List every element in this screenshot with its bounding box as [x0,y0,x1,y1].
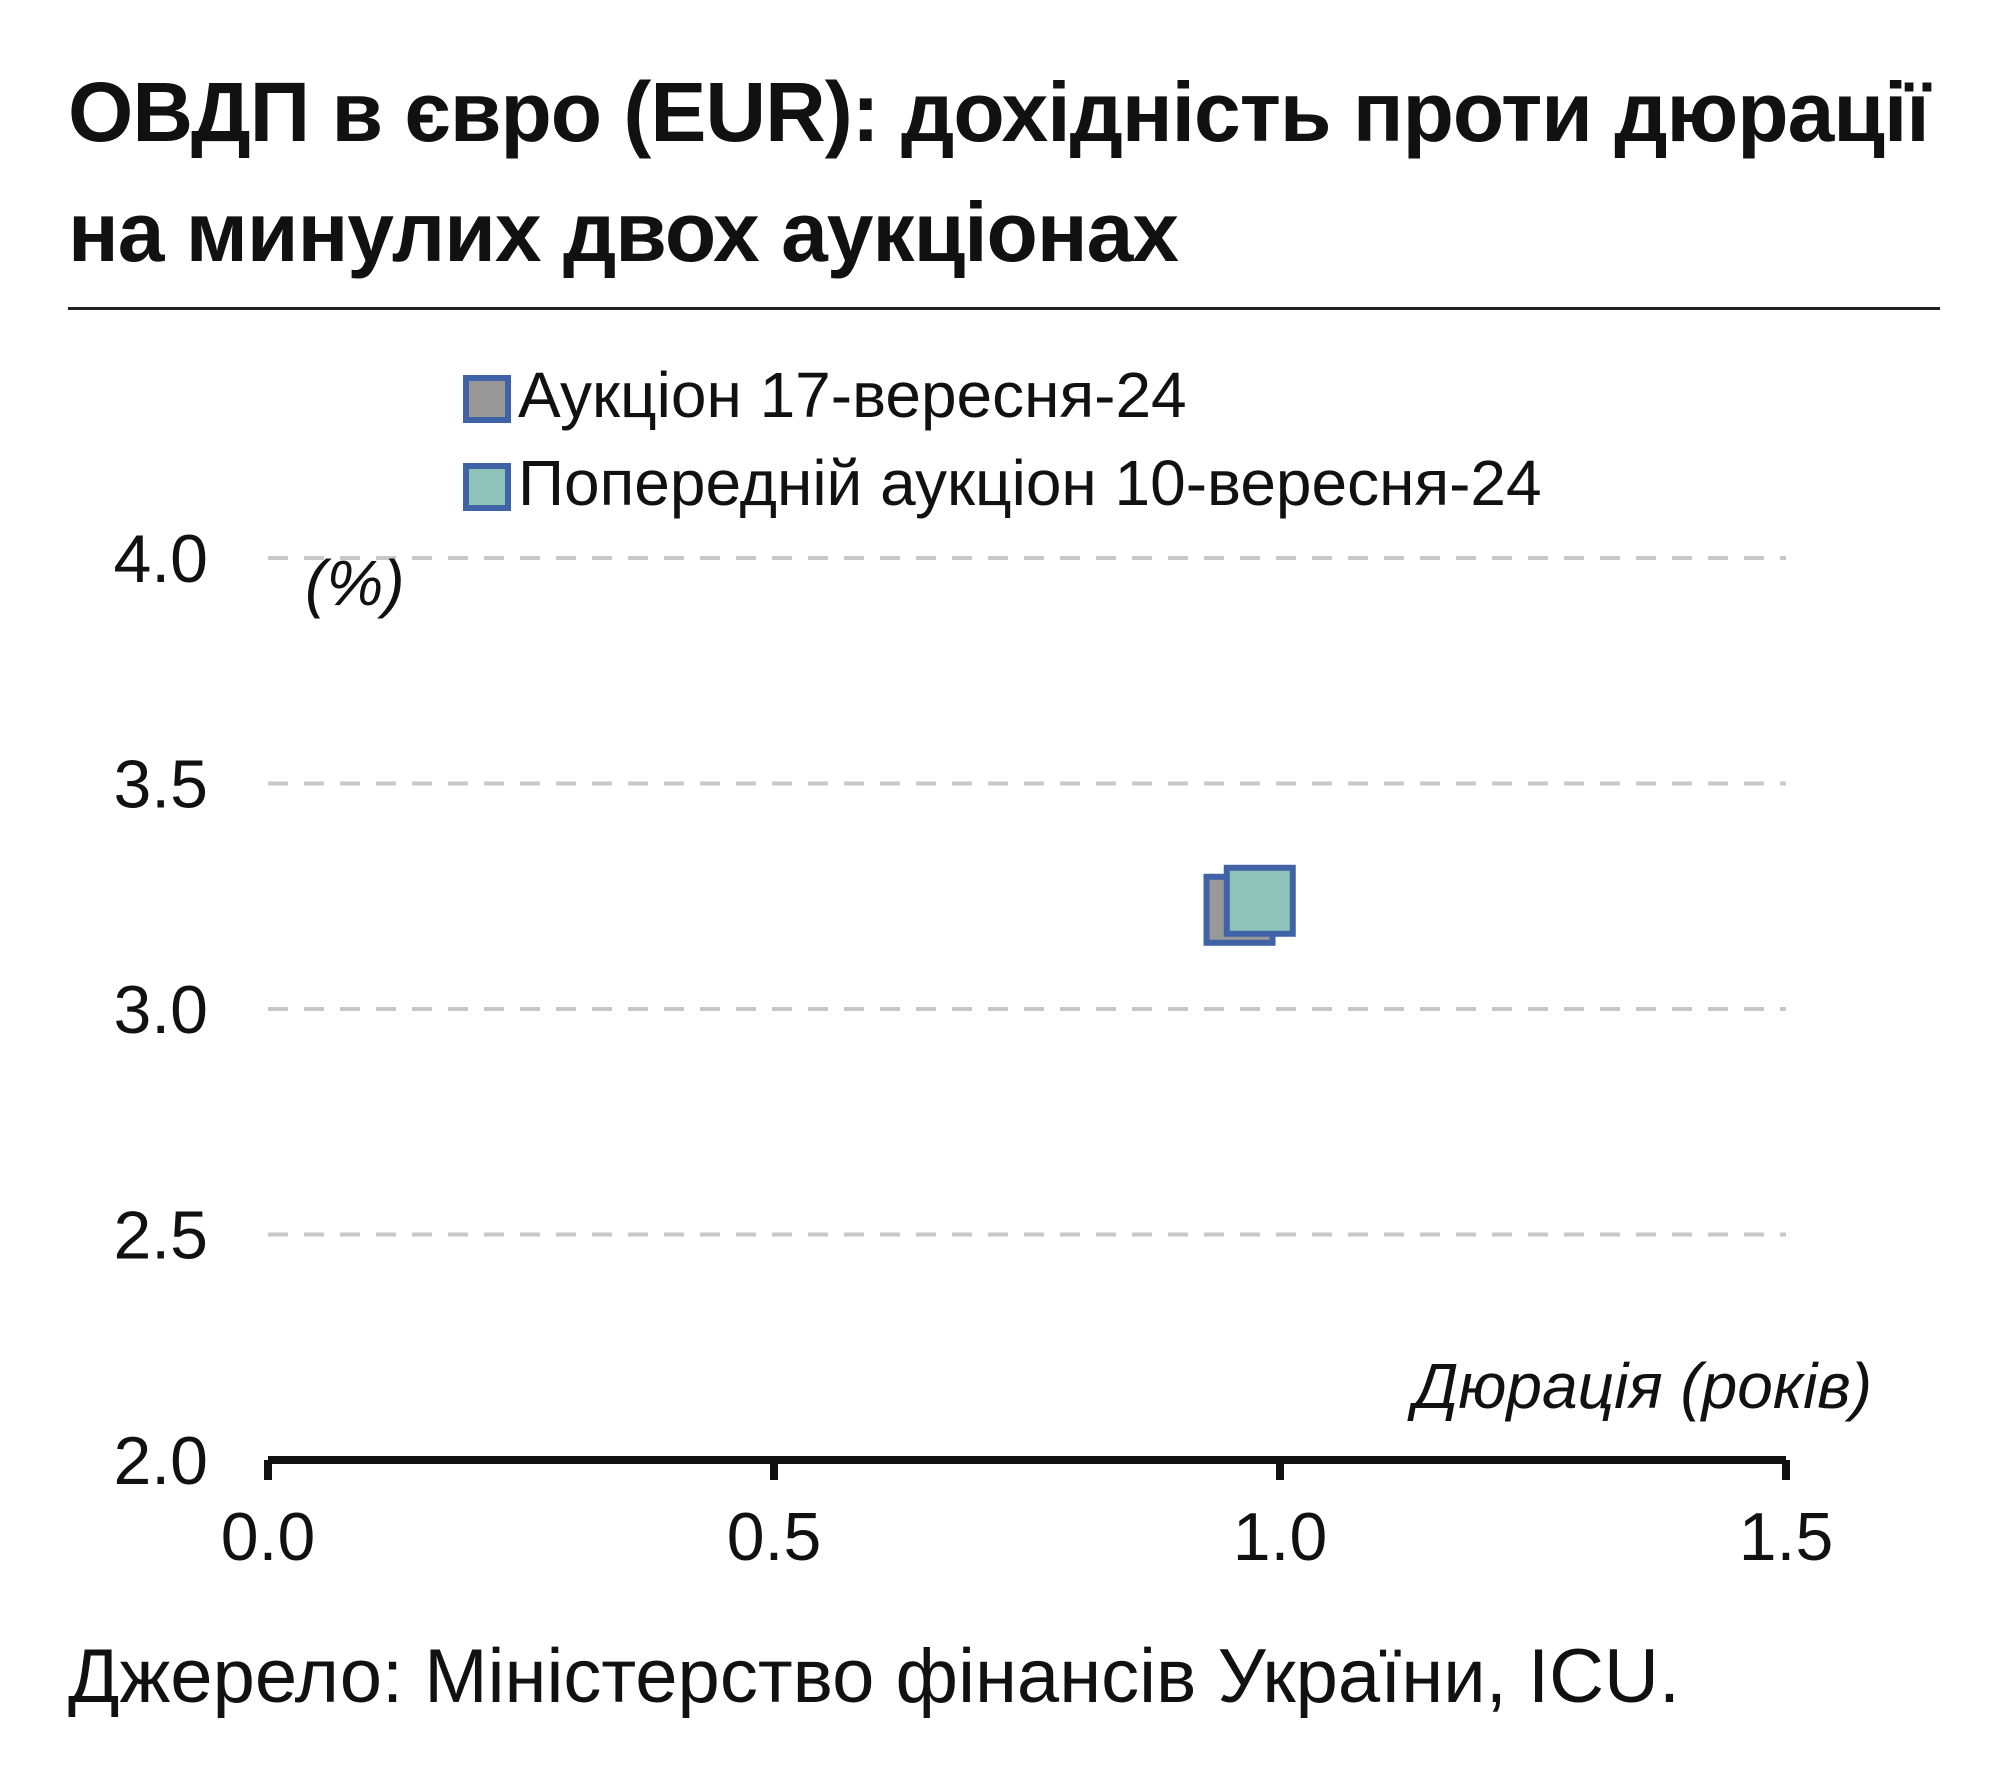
y-tick-label: 3.0 [113,972,208,1048]
tick-labels: 2.0 2.5 3.0 3.5 4.0 0.0 0.5 1.0 1.5 [113,521,1833,1575]
data-points [1203,864,1296,946]
y-tick-label: 4.0 [113,521,208,597]
chart-title-line-2: на минулих двох аукціонах [68,185,1179,279]
legend-swatch-1 [463,463,511,511]
y-tick-label: 2.0 [113,1423,208,1499]
chart-title-line-1: ОВДП в євро (EUR): дохідність проти дюра… [68,65,1930,159]
legend: Аукціон 17-вересня-24 Попередній аукціон … [463,359,1542,519]
x-tick-label: 0.0 [221,1499,316,1575]
axis-labels: (%) Дюрація (років) [305,547,1872,1422]
x-tick-label: 0.5 [727,1499,822,1575]
chart-title: ОВДП в євро (EUR): дохідність проти дюра… [68,52,1948,292]
legend-label-0: Аукціон 17-вересня-24 [518,359,1187,431]
data-point-series-1-0 [1223,864,1296,937]
x-tick-label: 1.5 [1739,1499,1834,1575]
y-tick-label: 3.5 [113,747,208,823]
y-tick-label: 2.5 [113,1198,208,1274]
x-axis [264,1456,1790,1480]
source-note: Джерело: Міністерство фінансів України, … [68,1634,1680,1719]
gridlines [268,556,1786,1237]
x-axis-label: Дюрація (років) [1407,1350,1872,1422]
y-axis-label: (%) [305,547,405,619]
legend-swatch-0 [463,375,511,423]
legend-label-1: Попередній аукціон 10-вересня-24 [518,447,1542,519]
x-tick-label: 1.0 [1233,1499,1328,1575]
title-divider [68,307,1940,310]
